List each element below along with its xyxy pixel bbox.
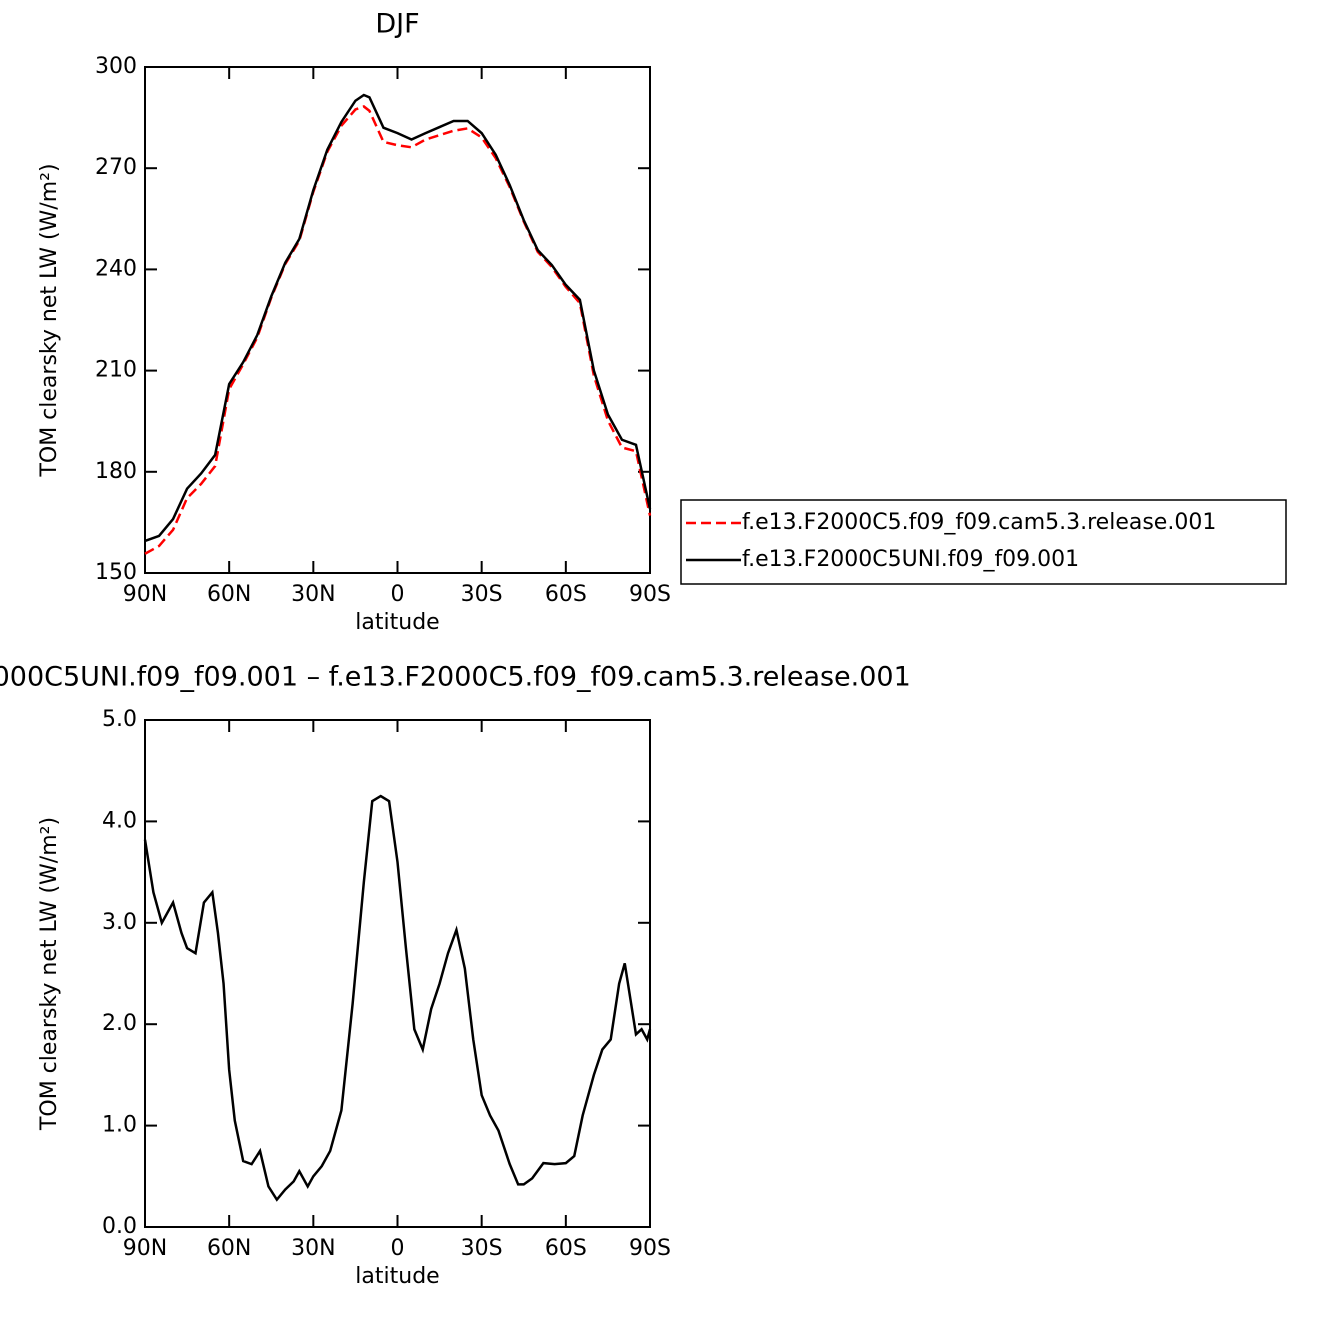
x-tick-label: 60S xyxy=(545,1236,587,1261)
y-tick-label: 180 xyxy=(95,459,137,484)
y-axis-label: TOM clearsky net LW (W/m²) xyxy=(37,163,62,477)
x-tick-label: 90N xyxy=(123,582,167,607)
series-line xyxy=(144,105,652,555)
x-tick-label: 90S xyxy=(629,1236,671,1261)
y-axis-label: TOM clearsky net LW (W/m²) xyxy=(37,817,62,1131)
x-tick-label: 0 xyxy=(391,1236,405,1261)
chart-title: DJF xyxy=(375,9,419,40)
plot-frame xyxy=(144,719,651,1228)
series-line xyxy=(143,794,652,1202)
plot-frame xyxy=(144,66,651,574)
y-tick-label: 0.0 xyxy=(102,1214,137,1239)
x-tick-label: 60N xyxy=(207,582,251,607)
x-tick-label: 30S xyxy=(461,582,503,607)
x-tick-label: 90S xyxy=(629,582,671,607)
legend: f.e13.F2000C5.f09_f09.cam5.3.release.001… xyxy=(680,499,1287,585)
x-tick-label: 60N xyxy=(207,1236,251,1261)
x-tick-label: 30N xyxy=(291,582,335,607)
y-tick-label: 300 xyxy=(95,54,137,79)
x-tick-label: 0 xyxy=(391,582,405,607)
y-tick-label: 210 xyxy=(95,358,137,383)
legend-label: f.e13.F2000C5.f09_f09.cam5.3.release.001 xyxy=(742,510,1216,535)
series-line xyxy=(144,93,652,543)
legend-label: f.e13.F2000C5UNI.f09_f09.001 xyxy=(742,547,1079,572)
x-tick-label: 90N xyxy=(123,1236,167,1261)
y-tick-label: 150 xyxy=(95,560,137,585)
x-tick-label: 30N xyxy=(291,1236,335,1261)
y-tick-label: 2.0 xyxy=(102,1011,137,1036)
y-tick-label: 240 xyxy=(95,256,137,281)
x-axis-label: latitude xyxy=(355,610,439,635)
y-tick-label: 3.0 xyxy=(102,910,137,935)
x-tick-label: 60S xyxy=(545,582,587,607)
y-tick-label: 270 xyxy=(95,155,137,180)
y-tick-label: 4.0 xyxy=(102,808,137,833)
y-tick-label: 5.0 xyxy=(102,707,137,732)
chart-title: f.e13.F2000C5UNI.f09_f09.001 – f.e13.F20… xyxy=(0,662,911,693)
x-tick-label: 30S xyxy=(461,1236,503,1261)
x-axis-label: latitude xyxy=(355,1264,439,1289)
legend-box xyxy=(680,499,1287,585)
y-tick-label: 1.0 xyxy=(102,1113,137,1138)
